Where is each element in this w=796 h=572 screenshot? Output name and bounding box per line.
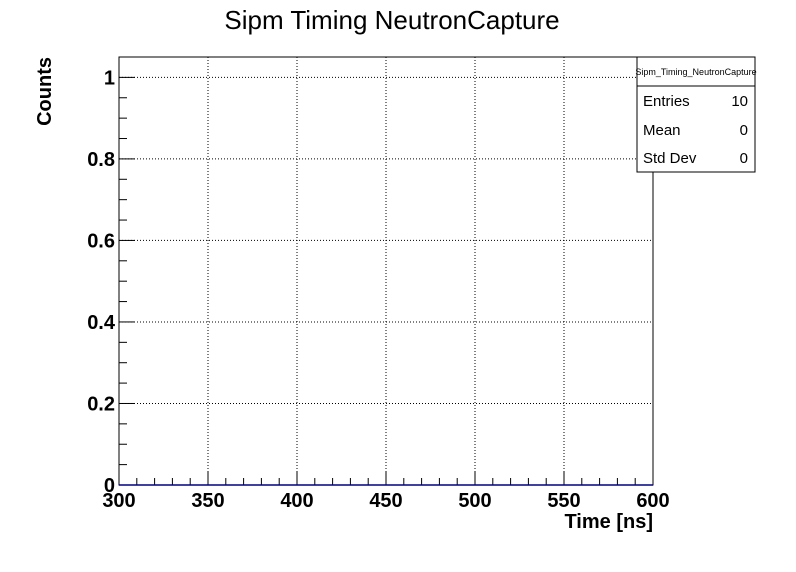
x-tick-label: 400 [280, 490, 313, 512]
y-tick-label: 0.4 [87, 312, 116, 334]
stats-entries-label: Entries [643, 93, 690, 110]
stats-stddev-value: 0 [740, 150, 748, 167]
y-tick-label: 1 [104, 67, 115, 89]
y-tick-labels: 0 0.2 0.4 0.6 0.8 1 [87, 67, 116, 497]
stats-mean-label: Mean [643, 122, 681, 139]
stats-histogram-name: Sipm_Timing_NeutronCapture [635, 67, 756, 77]
y-tick-label: 0.2 [87, 393, 115, 415]
x-axis-title: Time [ns] [564, 511, 653, 533]
x-tick-label: 500 [458, 490, 491, 512]
y-tick-label: 0.6 [87, 230, 115, 252]
stats-entries-value: 10 [731, 93, 748, 110]
y-axis-title: Counts [34, 57, 56, 126]
stats-mean-value: 0 [740, 122, 748, 139]
stats-box-frame [636, 56, 756, 173]
x-tick-label: 600 [636, 490, 669, 512]
y-tick-label: 0 [104, 475, 115, 497]
x-tick-labels: 300 350 400 450 500 550 600 [102, 490, 669, 512]
stats-box: Sipm_Timing_NeutronCapture Entries 10 Me… [635, 56, 757, 173]
x-tick-label: 300 [102, 490, 135, 512]
x-tick-label: 350 [191, 490, 224, 512]
x-tick-label: 450 [369, 490, 402, 512]
stats-stddev-label: Std Dev [643, 150, 697, 167]
grid [119, 57, 653, 485]
x-tick-label: 550 [547, 490, 580, 512]
y-tick-label: 0.8 [87, 149, 115, 171]
chart-title: Sipm Timing NeutronCapture [224, 5, 559, 35]
